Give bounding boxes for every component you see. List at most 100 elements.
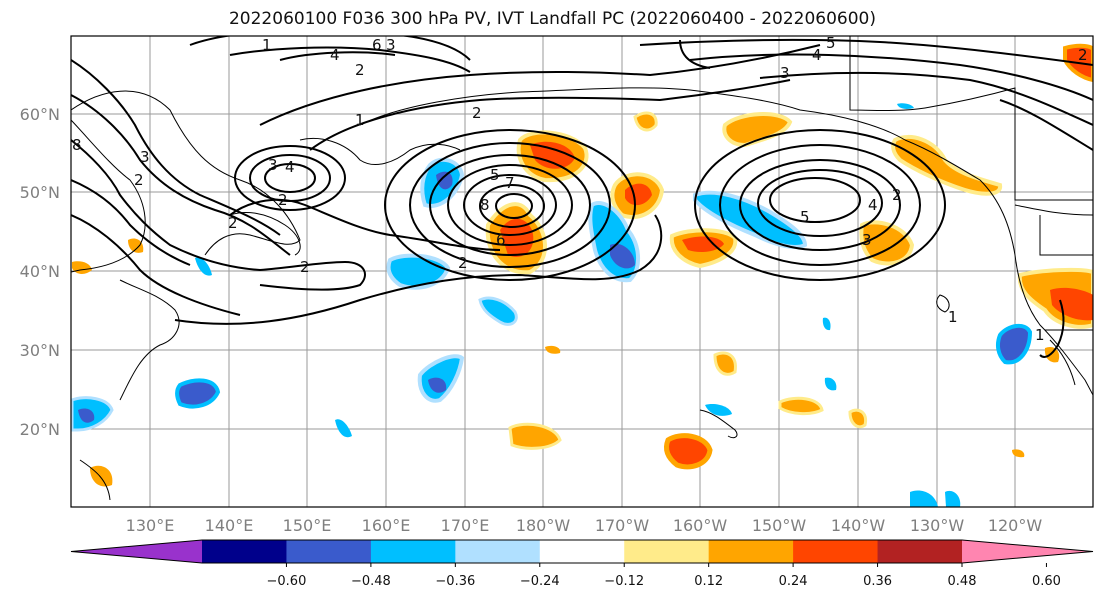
pv-contour-label: 4 xyxy=(285,158,295,176)
ivt-negative-region xyxy=(428,377,447,393)
colorbar-swatch xyxy=(877,540,963,563)
longitude-labels: 130°E 140°E 150°E 160°E 170°E 180°W 170°… xyxy=(126,516,1043,535)
ivt-positive-region xyxy=(859,220,915,266)
ivt-positive-region xyxy=(545,345,561,354)
ivt-negative-region xyxy=(945,490,961,507)
pv-contour-label: 5 xyxy=(490,166,500,184)
colorbar: −0.60 −0.48 −0.36 −0.24 −0.12 0.12 0.24 0.36 0.4… xyxy=(70,539,1094,589)
pv-contour-label: 1 xyxy=(1035,326,1045,344)
ivt-negative-region xyxy=(897,103,914,109)
lon-label: 130°E xyxy=(126,516,175,535)
lon-label: 160°W xyxy=(673,516,728,535)
colorbar-swatch xyxy=(708,540,794,563)
colorbar-tick-label: −0.12 xyxy=(604,574,644,589)
ivt-positive-region xyxy=(128,238,144,253)
map-frame xyxy=(70,35,1094,508)
ivt-negative-region xyxy=(195,257,212,276)
ivt-positive-region xyxy=(848,408,868,429)
colorbar-tick-label: −0.48 xyxy=(351,574,391,589)
colorbar-swatch xyxy=(455,540,541,563)
colorbar-tick-label: −0.36 xyxy=(435,574,475,589)
pv-contour-label: 7 xyxy=(505,174,515,192)
lon-label: 160°E xyxy=(362,516,411,535)
colorbar-swatch xyxy=(793,540,879,563)
coastlines xyxy=(71,36,1093,501)
pv-contour-label: 3 xyxy=(268,156,278,174)
ivt-positive-region xyxy=(500,218,534,258)
ivt-positive-region xyxy=(891,134,1003,196)
pv-contour-label: 5 xyxy=(800,208,810,226)
pv-contour-label: 4 xyxy=(330,46,340,64)
pv-contour-label: 2 xyxy=(458,254,468,272)
colorbar-tick-label: 0.12 xyxy=(694,574,723,589)
ivt-negative-region xyxy=(78,408,95,423)
ivt-negative-region xyxy=(995,323,1033,365)
colorbar-tick-label: 0.48 xyxy=(948,574,977,589)
pv-contour-label: 2 xyxy=(228,214,238,232)
ivt-positive-region xyxy=(778,396,824,416)
pv-contour-label: 3 xyxy=(140,148,150,166)
colorbar-swatch xyxy=(71,540,202,563)
ivt-positive-region xyxy=(530,141,575,169)
latitude-labels: 60°N 50°N 40°N 30°N 20°N xyxy=(20,105,60,439)
colorbar-swatch xyxy=(370,540,456,563)
lon-label: 130°W xyxy=(910,516,965,535)
pv-contour-label: 2 xyxy=(355,61,365,79)
colorbar-swatch xyxy=(539,540,625,563)
pv-contour-label: 8 xyxy=(72,136,82,154)
lat-label: 40°N xyxy=(20,262,60,281)
ivt-negative-region xyxy=(705,404,732,416)
pv-contour-label: 6 xyxy=(496,231,506,249)
ivt-negative-region xyxy=(175,378,221,409)
pv-contour-label: 3 xyxy=(386,36,396,54)
pv-contour-label: 4 xyxy=(812,46,822,64)
ivt-negative-region xyxy=(417,354,465,403)
ivt-negative-region xyxy=(910,490,938,507)
pv-contour-label: 3 xyxy=(862,231,872,249)
ivt-negative-region xyxy=(478,296,518,326)
colorbar-swatch xyxy=(624,540,710,563)
lat-label: 50°N xyxy=(20,183,60,202)
ivt-negative-region xyxy=(824,377,837,391)
colorbar-swatch xyxy=(286,540,372,563)
colorbar-tick-label: 0.36 xyxy=(863,574,892,589)
ivt-positive-region xyxy=(90,465,113,487)
ivt-positive-region xyxy=(633,111,658,132)
lon-label: 140°W xyxy=(831,516,886,535)
ivt-positive-region xyxy=(1044,346,1060,363)
ivt-positive-region xyxy=(663,433,713,470)
lon-label: 170°W xyxy=(595,516,650,535)
lon-label: 150°E xyxy=(283,516,332,535)
lat-label: 20°N xyxy=(20,420,60,439)
lon-label: 180°W xyxy=(516,516,571,535)
ivt-positive-region xyxy=(713,351,737,376)
colorbar-outline xyxy=(70,539,1094,564)
lat-label: 60°N xyxy=(20,105,60,124)
pv-contour-label: 2 xyxy=(472,104,482,122)
ivt-positive-region xyxy=(1012,449,1025,458)
pv-contour-label: 2 xyxy=(1078,46,1088,64)
ivt-positive-region xyxy=(508,422,562,450)
pv-contour-label: 1 xyxy=(948,308,958,326)
ivt-positive-region xyxy=(1050,287,1093,321)
pv-contour-label: 2 xyxy=(300,258,310,276)
pv-contour-label: 3 xyxy=(780,64,790,82)
pv-contour-label: 5 xyxy=(826,34,836,52)
colorbar-tick-label: 0.24 xyxy=(779,574,808,589)
colorbar-tick-label: −0.24 xyxy=(520,574,560,589)
ivt-negative-region xyxy=(822,317,831,331)
ivt-negative-region xyxy=(436,171,453,190)
lon-label: 120°W xyxy=(988,516,1043,535)
figure-title: 2022060100 F036 300 hPa PV, IVT Landfall… xyxy=(228,9,876,29)
pv-contour-label: 1 xyxy=(355,111,365,129)
lon-label: 140°E xyxy=(205,516,254,535)
lon-label: 170°E xyxy=(441,516,490,535)
pv-contour-labels: 1 2 4 6 3 3 4 2 2 2 8 3 2 1 2 2 7 8 6 5 … xyxy=(72,34,1088,344)
pv-contours xyxy=(71,36,1093,358)
pv-contour-label: 4 xyxy=(868,196,878,214)
ivt-positive-region xyxy=(682,236,724,252)
colorbar-swatch xyxy=(962,540,1093,563)
pv-contour-label: 8 xyxy=(480,196,490,214)
colorbar-swatch xyxy=(202,540,287,563)
